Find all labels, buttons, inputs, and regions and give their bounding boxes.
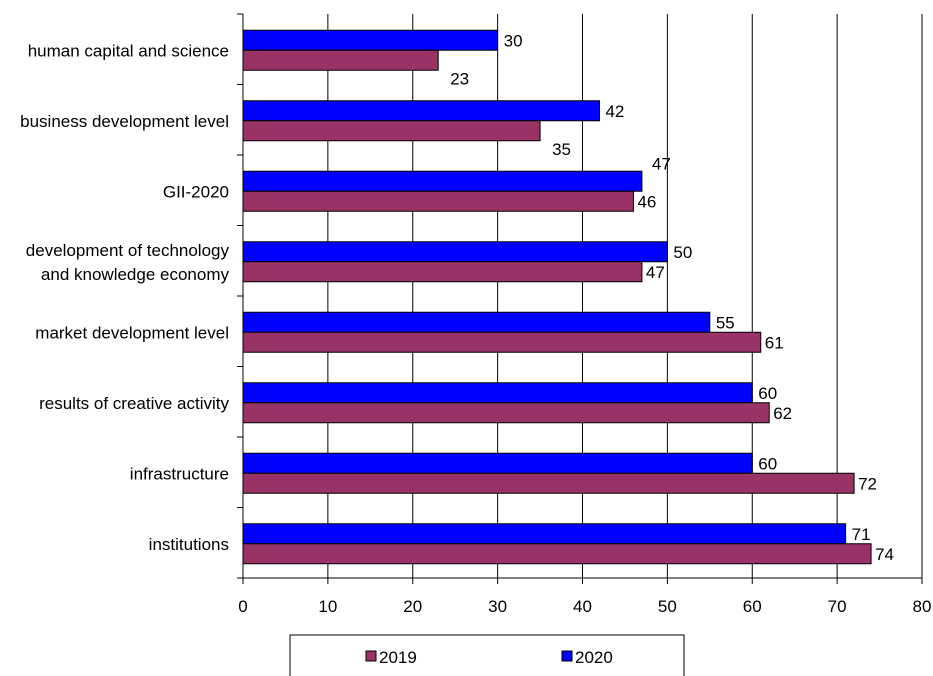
- category-label: infrastructure: [130, 464, 229, 483]
- legend-swatch-2019: [365, 650, 377, 662]
- legend-label-2020: 2020: [575, 648, 613, 667]
- bar-2020: [242, 100, 600, 122]
- data-label-2019: 46: [637, 192, 656, 211]
- data-label-2020: 50: [673, 243, 692, 262]
- data-label-2020: 71: [852, 525, 871, 544]
- category-label: market development level: [35, 323, 229, 342]
- data-label-2019: 47: [646, 263, 665, 282]
- x-tick-label: 60: [743, 597, 762, 616]
- category-label: business development level: [20, 112, 229, 131]
- bar-2020: [242, 382, 753, 404]
- x-tick-label: 70: [828, 597, 847, 616]
- data-label-2019: 72: [858, 474, 877, 493]
- labels: 0 10 20 30 40 50 60 70 80 30 23 human capital and s…: [20, 31, 931, 616]
- legend: 2019 2020: [289, 634, 685, 676]
- bar-2019: [242, 261, 643, 283]
- data-label-2020: 30: [504, 31, 523, 50]
- legend-label-2019: 2019: [379, 648, 417, 667]
- x-tick-label: 30: [488, 597, 507, 616]
- x-tick-label: 50: [658, 597, 677, 616]
- data-label-2019: 23: [450, 69, 469, 88]
- data-label-2019: 61: [765, 333, 784, 352]
- category-label: results of creative activity: [39, 394, 229, 413]
- bar-2020: [242, 452, 753, 474]
- category-label: institutions: [149, 535, 229, 554]
- x-tick-label: 0: [238, 597, 247, 616]
- data-label-2020: 55: [716, 313, 735, 332]
- legend-swatch-2020: [561, 650, 573, 662]
- bar-2019: [242, 472, 855, 494]
- bar-2020: [242, 170, 643, 192]
- legend-box: [289, 634, 685, 676]
- x-tick-label: 10: [318, 597, 337, 616]
- bar-2019: [242, 543, 872, 565]
- axes: [237, 13, 923, 584]
- bar-2019: [242, 331, 762, 353]
- data-label-2019: 62: [773, 404, 792, 423]
- category-label: development of technology: [26, 241, 230, 260]
- data-label-2019: 74: [875, 545, 894, 564]
- x-tick-label: 20: [403, 597, 422, 616]
- bar-2019: [242, 49, 439, 71]
- bar-2020: [242, 523, 847, 545]
- category-label: GII-2020: [163, 182, 229, 201]
- category-label: and knowledge economy: [41, 265, 230, 284]
- data-label-2020: 47: [652, 154, 671, 173]
- bar-2019: [242, 190, 634, 212]
- bar-2020: [242, 29, 499, 51]
- bars: [242, 29, 872, 565]
- bar-2019: [242, 402, 770, 424]
- data-label-2020: 42: [605, 102, 624, 121]
- bar-2019: [242, 120, 541, 142]
- data-label-2020: 60: [758, 454, 777, 473]
- data-label-2019: 35: [552, 140, 571, 159]
- data-label-2020: 60: [758, 384, 777, 403]
- bar-2020: [242, 241, 668, 263]
- x-tick-label: 80: [913, 597, 932, 616]
- category-label: human capital and science: [28, 41, 229, 60]
- x-tick-label: 40: [573, 597, 592, 616]
- bar-2020: [242, 311, 711, 333]
